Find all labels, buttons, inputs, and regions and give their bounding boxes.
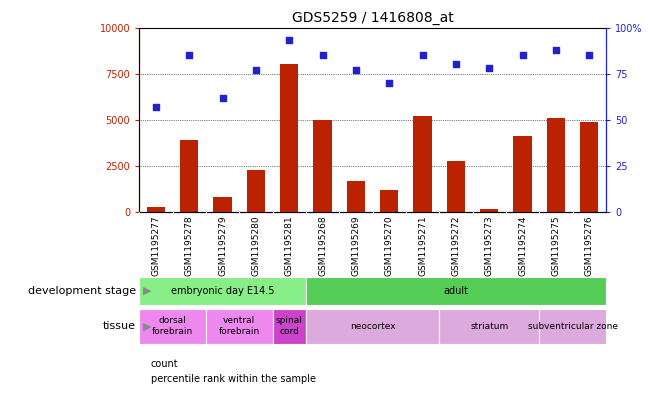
Text: GSM1195279: GSM1195279 — [218, 215, 227, 276]
Bar — [139, 277, 306, 305]
Point — [251, 67, 261, 73]
Bar — [180, 140, 198, 212]
Text: GSM1195271: GSM1195271 — [418, 215, 427, 276]
Point — [151, 104, 161, 110]
Title: GDS5259 / 1416808_at: GDS5259 / 1416808_at — [292, 11, 454, 25]
Text: GSM1195273: GSM1195273 — [485, 215, 494, 276]
Bar — [139, 309, 206, 344]
Bar — [306, 277, 606, 305]
Point — [584, 52, 594, 58]
Bar — [280, 64, 299, 212]
Point — [284, 37, 294, 44]
Bar — [439, 309, 539, 344]
Text: GSM1195269: GSM1195269 — [351, 215, 360, 276]
Text: neocortex: neocortex — [350, 322, 395, 331]
Bar — [306, 309, 439, 344]
Point — [218, 95, 228, 101]
Bar — [206, 309, 273, 344]
Text: tissue: tissue — [103, 321, 136, 331]
Text: GSM1195275: GSM1195275 — [551, 215, 561, 276]
Text: ▶: ▶ — [143, 286, 151, 296]
Text: GSM1195268: GSM1195268 — [318, 215, 327, 276]
Text: count: count — [151, 358, 179, 369]
Text: embryonic day E14.5: embryonic day E14.5 — [171, 286, 274, 296]
Bar — [247, 170, 265, 212]
Point — [484, 65, 494, 71]
Point — [351, 67, 361, 73]
Bar — [380, 190, 399, 212]
Text: GSM1195278: GSM1195278 — [185, 215, 194, 276]
Text: percentile rank within the sample: percentile rank within the sample — [151, 374, 316, 384]
Text: GSM1195277: GSM1195277 — [152, 215, 161, 276]
Bar — [539, 309, 606, 344]
Bar — [480, 209, 498, 212]
Point — [451, 61, 461, 68]
Text: GSM1195272: GSM1195272 — [452, 215, 461, 276]
Point — [184, 52, 194, 58]
Text: striatum: striatum — [470, 322, 509, 331]
Bar — [147, 207, 165, 212]
Bar — [213, 197, 232, 212]
Text: dorsal
forebrain: dorsal forebrain — [152, 316, 193, 336]
Point — [384, 80, 395, 86]
Text: GSM1195280: GSM1195280 — [251, 215, 260, 276]
Text: subventricular zone: subventricular zone — [527, 322, 618, 331]
Text: ventral
forebrain: ventral forebrain — [218, 316, 260, 336]
Point — [551, 46, 561, 53]
Text: development stage: development stage — [28, 286, 136, 296]
Bar — [547, 118, 565, 212]
Text: adult: adult — [443, 286, 469, 296]
Bar — [413, 116, 432, 212]
Bar — [347, 181, 365, 212]
Bar — [273, 309, 306, 344]
Bar — [446, 160, 465, 212]
Bar — [580, 122, 598, 212]
Text: GSM1195276: GSM1195276 — [584, 215, 594, 276]
Point — [517, 52, 527, 58]
Text: ▶: ▶ — [143, 321, 151, 331]
Text: GSM1195270: GSM1195270 — [385, 215, 394, 276]
Bar — [513, 136, 532, 212]
Text: spinal
cord: spinal cord — [276, 316, 303, 336]
Bar — [314, 120, 332, 212]
Text: GSM1195274: GSM1195274 — [518, 215, 527, 276]
Point — [318, 52, 328, 58]
Point — [417, 52, 428, 58]
Text: GSM1195281: GSM1195281 — [284, 215, 294, 276]
